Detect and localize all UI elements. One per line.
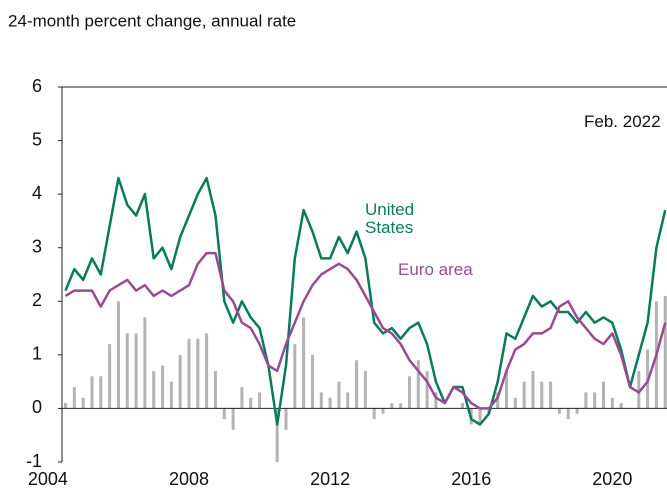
y-tick-label: 2 — [32, 290, 42, 310]
series-label: United States — [365, 200, 415, 237]
bar — [196, 338, 200, 409]
bar — [134, 333, 138, 409]
bar — [213, 370, 217, 409]
series-line — [64, 251, 667, 410]
bar — [610, 397, 614, 409]
bar — [293, 344, 297, 409]
bar — [187, 338, 191, 409]
bar — [231, 408, 235, 430]
y-tick-label: 3 — [32, 236, 42, 256]
bar — [178, 354, 182, 409]
bar — [355, 360, 359, 409]
bar — [372, 408, 376, 420]
bar — [222, 408, 226, 420]
y-tick-label: 6 — [32, 76, 42, 96]
x-tick-label: 2016 — [451, 469, 491, 489]
bar — [64, 403, 68, 409]
bar — [99, 376, 103, 409]
bar — [125, 333, 129, 409]
bar — [637, 370, 641, 409]
bar — [557, 408, 561, 414]
bar — [522, 381, 526, 409]
bar — [602, 381, 606, 409]
series-line — [64, 176, 667, 426]
bar — [72, 387, 76, 409]
bar — [381, 408, 385, 414]
x-tick-label: 2008 — [169, 469, 209, 489]
bar — [425, 370, 429, 409]
bar — [284, 408, 288, 430]
bar — [81, 397, 85, 409]
bar — [434, 392, 438, 409]
bar — [302, 317, 306, 409]
bar — [346, 392, 350, 409]
bar — [275, 408, 279, 462]
bar — [328, 397, 332, 409]
bar — [108, 344, 112, 409]
bar — [363, 370, 367, 409]
bar — [584, 392, 588, 409]
bar — [504, 370, 508, 409]
bar — [310, 354, 314, 409]
bar — [460, 403, 464, 409]
bar — [90, 376, 94, 409]
bar — [478, 408, 482, 425]
y-tick-label: 0 — [32, 397, 42, 417]
bar — [337, 381, 341, 409]
bar — [143, 317, 147, 409]
series-label: Euro area — [398, 260, 473, 279]
bar — [540, 381, 544, 409]
bar — [593, 392, 597, 409]
bar — [531, 370, 535, 409]
y-tick-label: 4 — [32, 183, 42, 203]
bar — [249, 397, 253, 409]
bar — [161, 365, 165, 409]
bar — [416, 360, 420, 409]
y-tick-label: 5 — [32, 129, 42, 149]
y-tick-label: -1 — [26, 451, 42, 471]
bar — [663, 295, 667, 409]
bar — [399, 403, 403, 409]
bar — [205, 333, 209, 409]
bar — [496, 392, 500, 409]
bar — [116, 301, 120, 409]
x-tick-label: 2012 — [310, 469, 350, 489]
bar — [258, 392, 262, 409]
chart-subtitle: 24-month percent change, annual rate — [8, 11, 296, 30]
y-tick-label: 1 — [32, 344, 42, 364]
annotation: Feb. 2022 — [584, 112, 661, 131]
x-tick-label: 2004 — [28, 469, 68, 489]
x-tick-label: 2020 — [592, 469, 632, 489]
bar — [169, 381, 173, 409]
bar — [240, 387, 244, 409]
bar — [407, 376, 411, 409]
bar — [513, 397, 517, 409]
bar — [566, 408, 570, 420]
bar — [390, 403, 394, 409]
bar — [575, 408, 579, 414]
bar — [549, 381, 553, 409]
bar — [319, 392, 323, 409]
bar — [619, 403, 623, 409]
bar — [152, 370, 156, 409]
